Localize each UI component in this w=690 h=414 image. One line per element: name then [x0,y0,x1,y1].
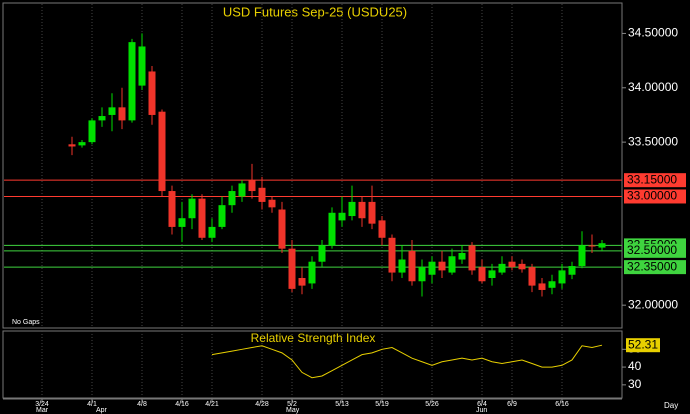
candle-body [98,116,106,121]
candle-body [168,191,176,227]
candle-body [468,245,476,271]
candle-body [228,191,236,206]
candle-body [378,220,386,238]
candle-body [418,267,426,282]
month-label: Apr [96,407,108,414]
candle-body [258,187,266,202]
x-tick-label: 3/24 [35,401,49,408]
level-label: 33.15000 [627,172,677,186]
candle-body [478,267,486,282]
candle-body [128,42,136,121]
note: No Gaps [12,319,40,326]
x-tick-label: 5/26 [425,401,439,408]
y-tick-label: 34.50000 [628,26,678,40]
month-label: Jun [476,407,487,414]
last-value-box [626,338,660,353]
candle-body [268,199,276,208]
candle-body [288,248,296,289]
candle-body [368,201,376,224]
x-axis-label: Day [664,401,678,410]
y-tick-label: 30 [628,377,642,391]
candle-body [528,267,536,286]
y-tick-label: 32.00000 [628,297,678,311]
candle-body [448,256,456,273]
candle-body [198,198,206,238]
x-tick-label: 6/4 [477,401,487,408]
y-tick-label: 33.50000 [628,134,678,148]
candle-body [238,183,246,197]
candle-body [598,243,606,248]
candle-body [558,270,566,284]
level-label-box [624,189,686,204]
candle-body [248,180,256,192]
candle-body [278,209,286,249]
level-label: 32.35000 [627,259,677,273]
candle-body [508,261,516,268]
candle-body [518,263,526,270]
candle-body [498,263,506,273]
candle-body [118,107,126,121]
candle-body [388,237,396,273]
x-tick-label: 6/9 [507,401,517,408]
candle-body [548,281,556,288]
rsi-line [211,344,603,379]
candle-body [408,250,416,282]
candle-body [328,212,336,246]
candle-body [538,283,546,290]
level-label-box [624,243,686,258]
candle-body [218,205,226,227]
last-value-label: 52.31 [628,337,658,351]
x-tick-label: 5/2 [287,401,297,408]
candle-body [398,259,406,273]
y-tick-label: 40 [628,359,642,373]
candle-body [488,270,496,278]
level-label-box [624,173,686,188]
x-tick-label: 4/1 [87,401,97,408]
candle-body [588,245,596,247]
candle-body [428,261,436,275]
candle-body [78,142,86,146]
candle-body [298,278,306,286]
candle-body [208,226,216,238]
candle-body [108,107,116,115]
candle-body [438,261,446,271]
x-tick-label: 4/28 [255,401,269,408]
level-label: 32.50000 [627,243,677,257]
x-tick-label: 5/13 [335,401,349,408]
candle-body [158,111,166,192]
candle-body [458,253,466,260]
level-label: 33.00000 [627,189,677,203]
rsi-panel [2,330,623,399]
candle-body [138,46,146,86]
chart-title: USD Futures Sep-25 (USDU25) [223,4,407,19]
x-tick-label: 4/21 [205,401,219,408]
candle-body [188,198,196,219]
x-tick-label: 6/16 [555,401,569,408]
candle-body [568,266,576,275]
price-panel [2,2,623,329]
month-label: May [286,407,300,414]
candle-body [348,201,356,217]
candle-body [338,212,346,221]
level-label-box [624,260,686,275]
x-tick-label: 4/16 [175,401,189,408]
x-tick-label: 4/8 [137,401,147,408]
rsi-title: Relative Strength Index [251,331,376,345]
candle-body [88,120,96,143]
candle-body [358,201,366,219]
month-label: Mar [36,407,49,414]
candle-body [308,261,316,284]
candle-body [68,144,76,147]
x-tick-label: 5/19 [375,401,389,408]
y-tick-label: 34.00000 [628,80,678,94]
candle-body [178,218,186,227]
candle-body [148,71,156,115]
candle-body [578,245,586,267]
candle-body [318,245,326,262]
